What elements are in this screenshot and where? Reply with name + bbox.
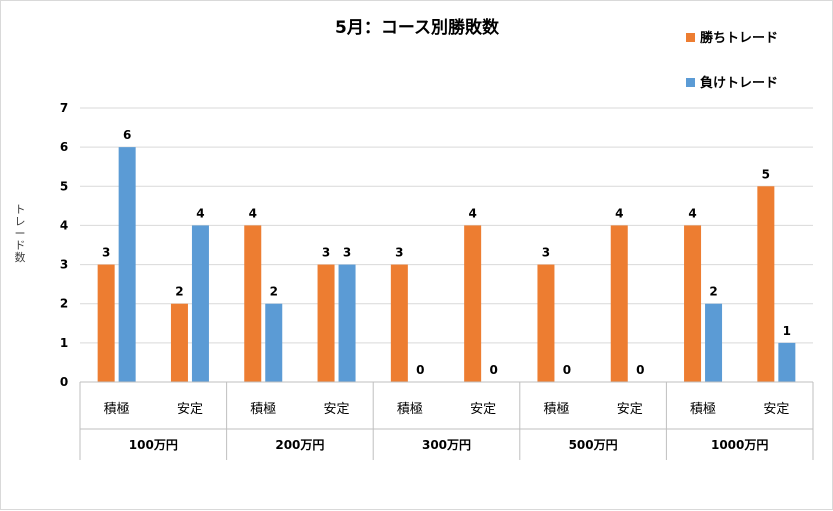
data-label: 2	[175, 285, 183, 299]
y-tick-label: 1	[60, 336, 68, 350]
x-group-label: 1000万円	[711, 438, 768, 452]
y-axis-title-char: 数	[15, 251, 26, 264]
legend-swatch-loss	[686, 78, 695, 87]
x-category-label: 安定	[763, 402, 789, 417]
bar-loss	[778, 342, 796, 382]
y-axis-title-char: レ	[15, 215, 26, 228]
bar-loss	[338, 264, 356, 382]
bar-win	[390, 264, 408, 382]
x-group-label: 200万円	[275, 438, 324, 452]
x-category-label: 積極	[690, 401, 716, 417]
y-axis-title-char: ー	[15, 227, 26, 240]
y-axis-title-char: ド	[15, 239, 26, 252]
bar-win	[244, 225, 262, 382]
data-label: 6	[123, 128, 131, 142]
data-label: 3	[322, 246, 330, 260]
bar-win	[464, 225, 482, 382]
y-tick-label: 2	[60, 297, 68, 311]
data-label: 0	[416, 363, 424, 377]
y-tick-label: 7	[60, 101, 68, 115]
y-tick-label: 4	[60, 218, 68, 232]
data-label: 4	[468, 206, 476, 220]
data-label: 3	[102, 246, 110, 260]
data-label: 0	[636, 363, 644, 377]
bar-win	[317, 264, 335, 382]
bars	[97, 147, 796, 382]
legend-swatch-win	[686, 33, 695, 42]
legend-label-win: 勝ちトレード	[700, 30, 778, 46]
bar-win	[610, 225, 628, 382]
x-axis: 積極 安定 積極 安定 積極 安定 積極 安定 積極 安定 100万円 200万円 300万円 500万円…	[79, 381, 814, 460]
x-category-label: 安定	[617, 402, 643, 417]
chart-title: 5月：コース別勝敗数	[335, 17, 500, 38]
data-label: 4	[615, 206, 623, 220]
x-category-label: 積極	[104, 401, 130, 417]
x-category-label: 安定	[470, 402, 496, 417]
data-label: 4	[249, 206, 257, 220]
data-label: 2	[709, 285, 717, 299]
bar-win	[537, 264, 555, 382]
x-category-label: 積極	[543, 401, 569, 417]
bar-win	[97, 264, 115, 382]
gridlines	[80, 107, 813, 344]
bar-win	[757, 186, 775, 382]
bar-loss	[265, 303, 283, 382]
y-tick-label: 5	[60, 179, 68, 193]
data-label: 4	[688, 206, 696, 220]
y-tick-label: 0	[60, 375, 68, 389]
data-label: 2	[270, 285, 278, 299]
y-tick-label: 6	[60, 140, 68, 154]
bar-loss	[191, 225, 209, 382]
x-category-label: 安定	[324, 402, 350, 417]
x-category-label: 積極	[250, 401, 276, 417]
x-group-label: 300万円	[422, 438, 471, 452]
data-label: 5	[762, 167, 770, 181]
x-category-label: 積極	[397, 401, 423, 417]
y-tick-label: 3	[60, 258, 68, 272]
legend-label-loss: 負けトレード	[700, 75, 778, 91]
legend: 勝ちトレード 負けトレード	[686, 30, 778, 91]
bar-loss	[705, 303, 723, 382]
bar-win	[170, 303, 188, 382]
data-label: 0	[563, 363, 571, 377]
data-label: 3	[542, 246, 550, 260]
x-group-label: 100万円	[129, 438, 178, 452]
y-axis-title-char: ト	[15, 203, 26, 216]
data-label: 1	[783, 324, 791, 338]
y-axis-ticks: 0 1 2 3 4 5 6 7	[60, 101, 68, 389]
x-category-label: 安定	[177, 402, 203, 417]
data-label: 3	[395, 246, 403, 260]
x-group-label: 500万円	[569, 438, 618, 452]
data-label: 0	[489, 363, 497, 377]
bar-win	[684, 225, 702, 382]
data-label: 3	[343, 246, 351, 260]
data-label: 4	[196, 206, 204, 220]
bar-loss	[118, 147, 136, 382]
